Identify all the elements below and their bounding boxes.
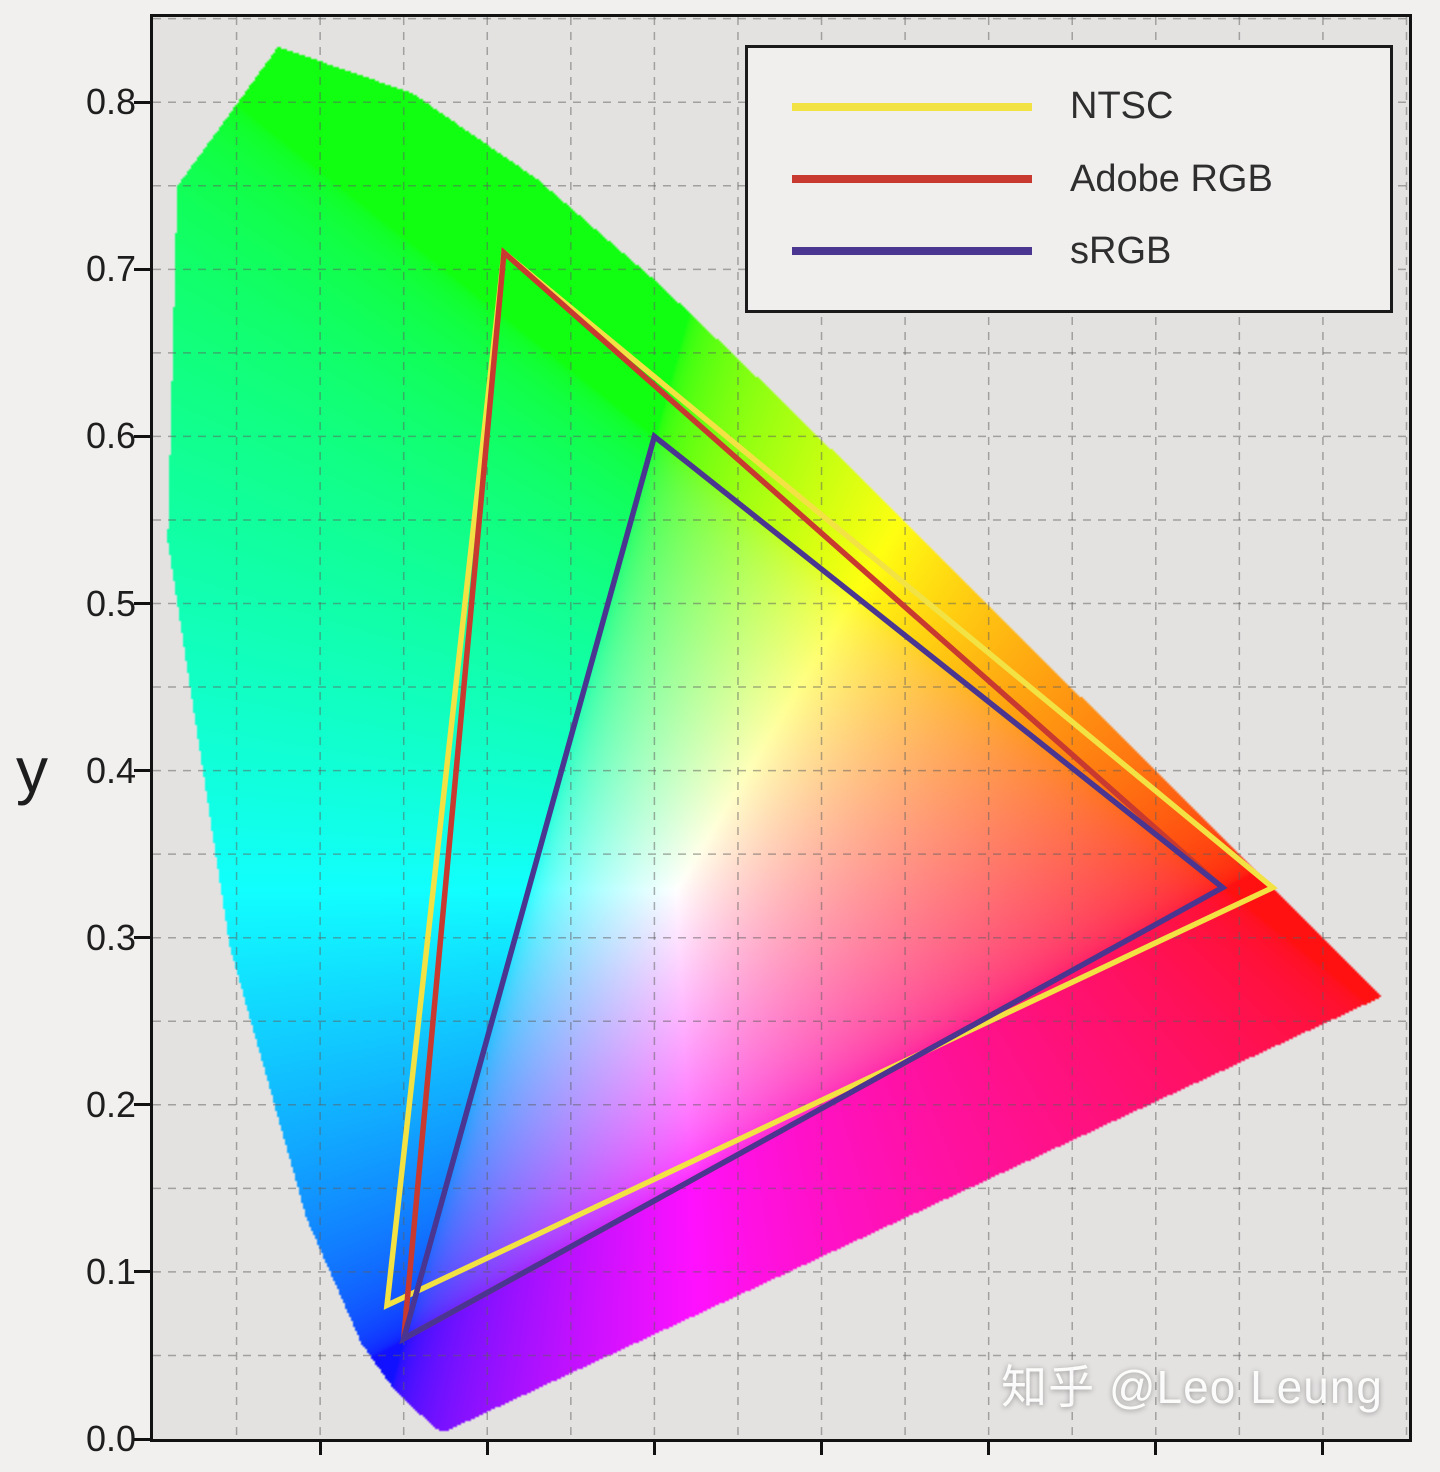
chart-overlay: [153, 17, 1409, 1439]
x-tick-mark: [820, 1442, 824, 1455]
y-tick-label: 0.3: [85, 916, 136, 958]
legend-label-srgb: sRGB: [1070, 229, 1172, 272]
legend-label-adobe-rgb: Adobe RGB: [1070, 157, 1273, 200]
watermark: 知乎 @Leo Leung: [1001, 1361, 1383, 1413]
y-tick-mark: [134, 267, 150, 271]
y-axis-label: y: [16, 734, 48, 806]
x-tick-mark: [485, 1442, 489, 1455]
y-tick-label: 0.6: [85, 415, 136, 457]
y-tick-mark: [134, 1437, 150, 1441]
legend: NTSC Adobe RGB sRGB: [745, 45, 1393, 313]
y-tick-mark: [134, 602, 150, 605]
y-tick-mark: [134, 936, 150, 940]
legend-row-ntsc: NTSC: [748, 85, 1390, 128]
y-tick-label: 0.1: [85, 1250, 136, 1292]
y-tick-label: 0.4: [85, 749, 136, 791]
legend-row-srgb: sRGB: [748, 230, 1390, 273]
x-tick-mark: [987, 1442, 991, 1455]
y-tick-mark: [134, 1103, 150, 1107]
y-tick-label: 0.8: [85, 81, 136, 123]
gamut-triangle-srgb: [399, 431, 1228, 1345]
legend-swatch-ntsc: [792, 102, 1032, 111]
gamut-triangle-adobe-rgb: [400, 246, 1228, 1344]
y-tick-mark: [134, 434, 150, 438]
legend-swatch-adobe-rgb: [792, 175, 1032, 183]
x-tick-mark: [1154, 1442, 1158, 1455]
y-tick-label: 0.0: [85, 1418, 136, 1459]
y-tick-mark: [134, 769, 150, 773]
legend-swatch-srgb: [792, 247, 1032, 256]
x-tick-mark: [318, 1442, 322, 1455]
x-tick-mark: [652, 1442, 656, 1455]
y-tick-mark: [134, 100, 150, 104]
plot-area: NTSC Adobe RGB sRGB 知乎 @Leo Leung: [150, 14, 1412, 1442]
y-tick-mark: [134, 1270, 150, 1274]
x-tick-mark: [1321, 1442, 1325, 1455]
legend-label-ntsc: NTSC: [1070, 85, 1174, 128]
legend-row-adobe-rgb: Adobe RGB: [748, 158, 1390, 201]
y-tick-label: 0.5: [85, 582, 136, 624]
gamut-triangle-ntsc: [383, 247, 1278, 1310]
y-tick-label: 0.7: [85, 248, 136, 290]
y-tick-label: 0.2: [85, 1083, 136, 1125]
